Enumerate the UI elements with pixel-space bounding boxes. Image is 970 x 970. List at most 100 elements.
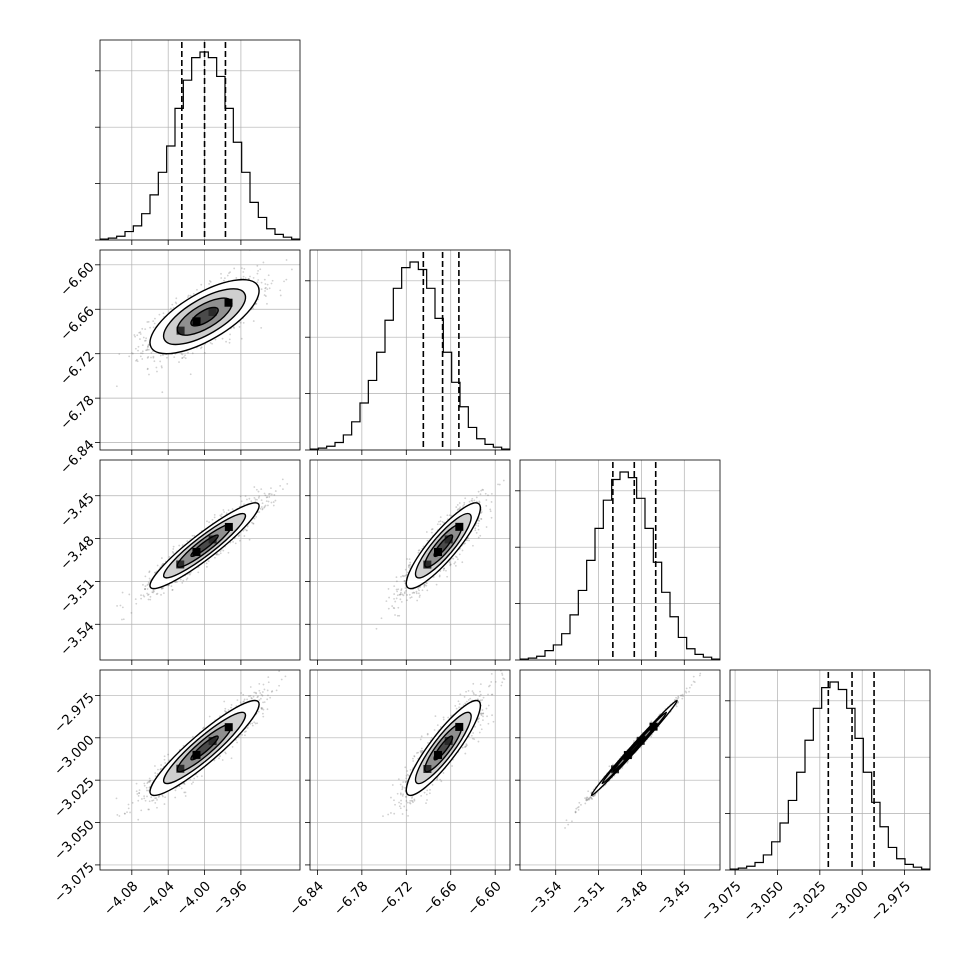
scatter-point: [402, 575, 405, 578]
scatter-point: [387, 607, 390, 610]
scatter-point: [234, 542, 237, 545]
scatter-point: [404, 568, 407, 571]
scatter-point: [142, 583, 144, 586]
scatter-point: [160, 593, 162, 596]
scatter-point: [430, 531, 433, 534]
y-tick-label: −6.84: [57, 437, 98, 478]
scatter-point: [408, 558, 411, 561]
scatter-point: [498, 483, 501, 486]
scatter-point: [200, 283, 203, 286]
scatter-point: [217, 553, 220, 556]
scatter-point: [394, 600, 397, 603]
scatter-point: [256, 281, 259, 284]
scatter-point: [140, 594, 142, 597]
scatter-point: [249, 686, 252, 688]
contour-line-level-2: [414, 512, 472, 579]
scatter-point: [400, 591, 402, 594]
scatter-point: [153, 322, 156, 325]
scatter-point: [152, 326, 155, 329]
scatter-point: [481, 488, 484, 491]
scatter-point: [256, 264, 259, 267]
scatter-point: [208, 280, 211, 282]
scatter-point: [143, 339, 146, 342]
scatter-point: [146, 321, 149, 323]
scatter-point: [252, 307, 255, 310]
scatter-point: [134, 598, 137, 601]
scatter-point: [388, 596, 390, 599]
scatter-point: [406, 599, 408, 602]
scatter-point: [231, 508, 234, 511]
scatter-point: [272, 504, 275, 507]
scatter-point: [147, 594, 149, 596]
scatter-point: [246, 525, 249, 528]
scatter-point: [409, 563, 412, 566]
scatter-point: [393, 607, 396, 610]
scatter-point: [152, 356, 155, 359]
scatter-point: [400, 588, 403, 590]
scatter-point: [257, 496, 260, 499]
scatter-point: [187, 296, 189, 299]
scatter-point: [266, 496, 269, 499]
scatter-point: [147, 598, 150, 601]
scatter-point: [477, 528, 480, 531]
scatter-point: [482, 489, 484, 491]
scatter-point: [240, 277, 243, 280]
scatter-point: [150, 356, 152, 359]
scatter-point: [395, 588, 398, 591]
scatter-point: [470, 499, 473, 502]
scatter-point: [171, 303, 174, 306]
scatter-point: [221, 337, 224, 340]
scatter-point: [417, 587, 420, 590]
scatter-point: [118, 353, 121, 355]
scatter-point: [232, 540, 234, 543]
scatter-point: [136, 360, 139, 363]
scatter-point: [181, 544, 184, 546]
scatter-point: [392, 606, 395, 609]
scatter-point: [223, 277, 226, 280]
scatter-point: [135, 359, 137, 362]
scatter-point: [149, 779, 152, 782]
scatter-point: [478, 520, 481, 522]
scatter-point: [252, 276, 255, 279]
scatter-point: [274, 490, 277, 492]
scatter-point: [267, 274, 270, 277]
scatter-point: [261, 707, 264, 710]
scatter-point: [279, 289, 282, 292]
scatter-point: [480, 517, 482, 520]
y-tick-label: −3.51: [57, 576, 98, 617]
scatter-point: [134, 335, 136, 338]
scatter-point: [174, 301, 177, 304]
scatter-point: [475, 500, 478, 503]
contour-line-level-3: [405, 502, 482, 590]
scatter-point: [266, 302, 268, 305]
scatter-point: [158, 313, 161, 316]
scatter-point: [485, 526, 488, 528]
scatter-point: [419, 594, 421, 597]
scatter-point: [228, 338, 231, 341]
scatter-point: [395, 580, 398, 583]
scatter-point: [397, 606, 400, 609]
scatter-point: [200, 775, 203, 778]
scatter-point: [442, 569, 445, 572]
scatter-point: [173, 356, 176, 359]
scatter-point: [242, 529, 245, 532]
scatter-point: [269, 492, 271, 495]
scatter-point: [147, 593, 150, 596]
scatter-point: [263, 688, 266, 691]
scatter-point: [135, 782, 138, 785]
scatter-point: [471, 497, 474, 500]
scatter-point: [226, 274, 229, 277]
scatter-point: [396, 590, 399, 593]
contour-line-level-2: [162, 512, 247, 579]
scatter-point: [142, 336, 145, 339]
scatter-point: [265, 496, 268, 499]
scatter-point: [153, 360, 156, 363]
scatter-point: [175, 581, 178, 583]
scatter-point: [480, 511, 483, 513]
scatter-point: [475, 531, 478, 534]
scatter-point: [403, 592, 406, 595]
scatter-point: [145, 349, 147, 352]
scatter-point: [136, 334, 139, 337]
scatter-point: [187, 351, 189, 354]
scatter-point: [174, 581, 177, 583]
